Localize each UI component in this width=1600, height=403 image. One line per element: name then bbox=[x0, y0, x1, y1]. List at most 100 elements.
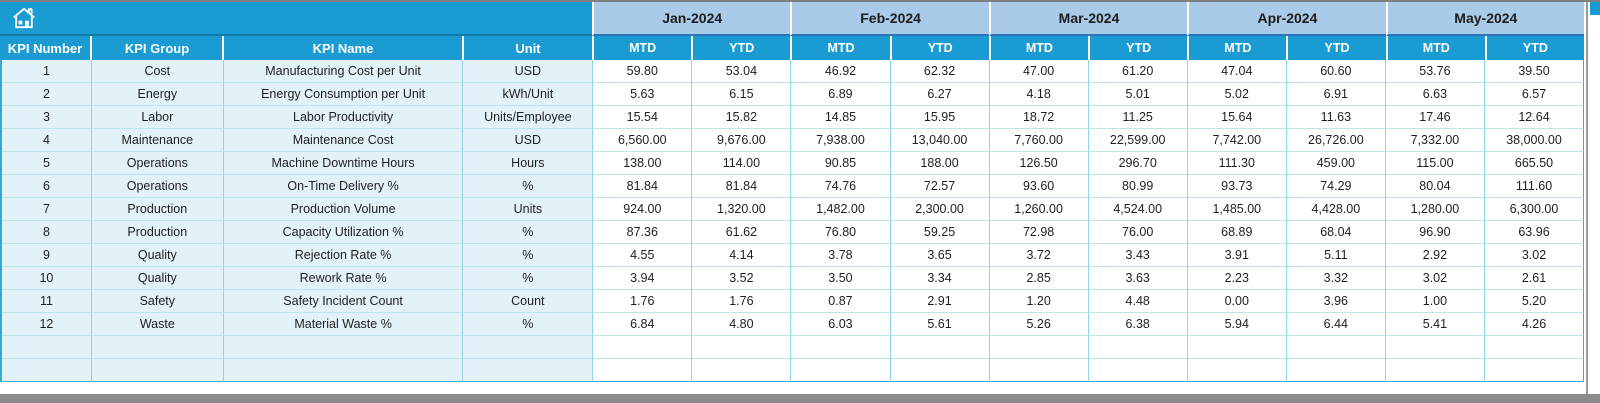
cell-unit: kWh/Unit bbox=[463, 83, 594, 106]
cell-value: 3.78 bbox=[791, 244, 891, 267]
cell-kpi-number: 6 bbox=[2, 175, 92, 198]
cell-value: 47.04 bbox=[1187, 60, 1287, 83]
cell-value: 4.26 bbox=[1484, 313, 1585, 336]
cell-value: 5.20 bbox=[1484, 290, 1585, 313]
cell-value: 4,524.00 bbox=[1088, 198, 1188, 221]
cell-value: 3.43 bbox=[1088, 244, 1188, 267]
subheader-cell: YTD bbox=[691, 36, 791, 60]
cell-value: 296.70 bbox=[1088, 152, 1188, 175]
cell-kpi-name: Labor Productivity bbox=[223, 106, 464, 129]
cell-value: 665.50 bbox=[1484, 152, 1585, 175]
cell-value: 4.55 bbox=[593, 244, 693, 267]
cell-value: 90.85 bbox=[791, 152, 891, 175]
cell-value: 38,000.00 bbox=[1484, 129, 1585, 152]
window-bottom-border bbox=[0, 394, 1600, 403]
cell-value: 3.72 bbox=[989, 244, 1089, 267]
cell-value: 6,560.00 bbox=[593, 129, 693, 152]
top-band: Jan-2024 Feb-2024 Mar-2024 Apr-2024 May-2024 bbox=[0, 2, 1585, 36]
cell-value: 111.30 bbox=[1187, 152, 1287, 175]
table-row: 11 Safety Safety Incident Count Count 1.76 1.… bbox=[0, 290, 1585, 313]
month-header: Apr-2024 bbox=[1187, 2, 1386, 36]
cell-kpi-name bbox=[223, 336, 464, 359]
cell-value: 459.00 bbox=[1286, 152, 1386, 175]
cell-kpi-number: 10 bbox=[2, 267, 92, 290]
cell-value: 14.85 bbox=[791, 106, 891, 129]
cell-value: 68.89 bbox=[1187, 221, 1287, 244]
cell-value: 12.64 bbox=[1484, 106, 1585, 129]
cell-value bbox=[791, 359, 891, 382]
cell-value: 60.60 bbox=[1286, 60, 1386, 83]
table-row: 6 Operations On-Time Delivery %% 81.84 81.84… bbox=[0, 175, 1585, 198]
cell-kpi-group: Quality bbox=[91, 267, 224, 290]
cell-value: 5.61 bbox=[890, 313, 990, 336]
value-cells: 138.00 114.00 90.85 188.00 126.50 296.70 111.3… bbox=[593, 152, 1585, 175]
cell-kpi-number bbox=[2, 359, 92, 382]
cell-kpi-name: Material Waste % bbox=[223, 313, 464, 336]
table-row: 3 Labor Labor Productivity Units/Employee 15… bbox=[0, 106, 1585, 129]
cell-value: 80.99 bbox=[1088, 175, 1188, 198]
cell-unit bbox=[463, 336, 594, 359]
value-cells: 6.84 4.80 6.03 5.61 5.26 6.38 5.94 6.44 5.41 4.26 bbox=[593, 313, 1585, 336]
cell-value: 4.18 bbox=[989, 83, 1089, 106]
cell-value: 2,300.00 bbox=[890, 198, 990, 221]
cell-value: 6.91 bbox=[1286, 83, 1386, 106]
cell-value: 5.41 bbox=[1385, 313, 1485, 336]
cell-value: 4,428.00 bbox=[1286, 198, 1386, 221]
cell-value: 7,332.00 bbox=[1385, 129, 1485, 152]
value-cells: 924.00 1,320.00 1,482.00 2,300.00 1,260.00 4,… bbox=[593, 198, 1585, 221]
subheader-cell: MTD bbox=[790, 36, 890, 60]
value-cells: 3.94 3.52 3.50 3.34 2.85 3.63 2.23 3.32 3.02 2.61 bbox=[593, 267, 1585, 290]
cell-value: 63.96 bbox=[1484, 221, 1585, 244]
cell-value bbox=[1385, 336, 1485, 359]
cell-value: 3.32 bbox=[1286, 267, 1386, 290]
table-row: 10 Quality Rework Rate %% 3.94 3.52 3.50 3.34 2… bbox=[0, 267, 1585, 290]
column-header-row: KPI Number KPI Group KPI Name Unit MTD YT… bbox=[0, 36, 1585, 60]
cell-kpi-group: Production bbox=[91, 198, 224, 221]
cell-value: 74.76 bbox=[791, 175, 891, 198]
cell-value: 6.27 bbox=[890, 83, 990, 106]
cell-value bbox=[1484, 359, 1585, 382]
cell-value bbox=[890, 359, 990, 382]
cell-kpi-number: 9 bbox=[2, 244, 92, 267]
cell-value: 1,485.00 bbox=[1187, 198, 1287, 221]
cell-kpi-name: Machine Downtime Hours bbox=[223, 152, 464, 175]
table-row: 8 Production Capacity Utilization %% 87.36 6… bbox=[0, 221, 1585, 244]
cell-value: 76.80 bbox=[791, 221, 891, 244]
value-cells: 87.36 61.62 76.80 59.25 72.98 76.00 68.89 68.04… bbox=[593, 221, 1585, 244]
cell-value: 22,599.00 bbox=[1088, 129, 1188, 152]
cell-value bbox=[1286, 359, 1386, 382]
table-row: 4 Maintenance Maintenance Cost USD 6,560.00 9… bbox=[0, 129, 1585, 152]
cell-kpi-name: Safety Incident Count bbox=[223, 290, 464, 313]
cell-value bbox=[1088, 336, 1188, 359]
subheader-cell: MTD bbox=[988, 36, 1089, 60]
table-row: 9 Quality Rejection Rate %% 4.55 4.14 3.78 3.6… bbox=[0, 244, 1585, 267]
cell-value: 3.52 bbox=[692, 267, 792, 290]
cell-value: 2.91 bbox=[890, 290, 990, 313]
cell-value: 3.63 bbox=[1088, 267, 1188, 290]
cell-unit: Hours bbox=[463, 152, 594, 175]
cell-kpi-group: Waste bbox=[91, 313, 224, 336]
cell-kpi-number: 11 bbox=[2, 290, 92, 313]
table-row: 5 Operations Machine Downtime Hours Hours 13… bbox=[0, 152, 1585, 175]
value-cells bbox=[593, 359, 1585, 382]
cell-unit: USD bbox=[463, 60, 594, 83]
month-header: Feb-2024 bbox=[790, 2, 989, 36]
home-button[interactable] bbox=[10, 4, 38, 32]
cell-value: 72.98 bbox=[989, 221, 1089, 244]
cell-value: 3.02 bbox=[1385, 267, 1485, 290]
cell-value bbox=[989, 359, 1089, 382]
table-row bbox=[0, 359, 1585, 382]
cell-kpi-group: Operations bbox=[91, 152, 224, 175]
cell-kpi-number: 1 bbox=[2, 60, 92, 83]
cell-value: 7,938.00 bbox=[791, 129, 891, 152]
cell-unit: % bbox=[463, 175, 594, 198]
cell-value: 126.50 bbox=[989, 152, 1089, 175]
cell-value: 96.90 bbox=[1385, 221, 1485, 244]
cell-value: 47.00 bbox=[989, 60, 1089, 83]
cell-value: 1,280.00 bbox=[1385, 198, 1485, 221]
cell-value: 3.96 bbox=[1286, 290, 1386, 313]
subheader-cell: YTD bbox=[1484, 36, 1585, 60]
cell-unit: Units/Employee bbox=[463, 106, 594, 129]
cell-value: 3.65 bbox=[890, 244, 990, 267]
cell-value: 6.38 bbox=[1088, 313, 1188, 336]
